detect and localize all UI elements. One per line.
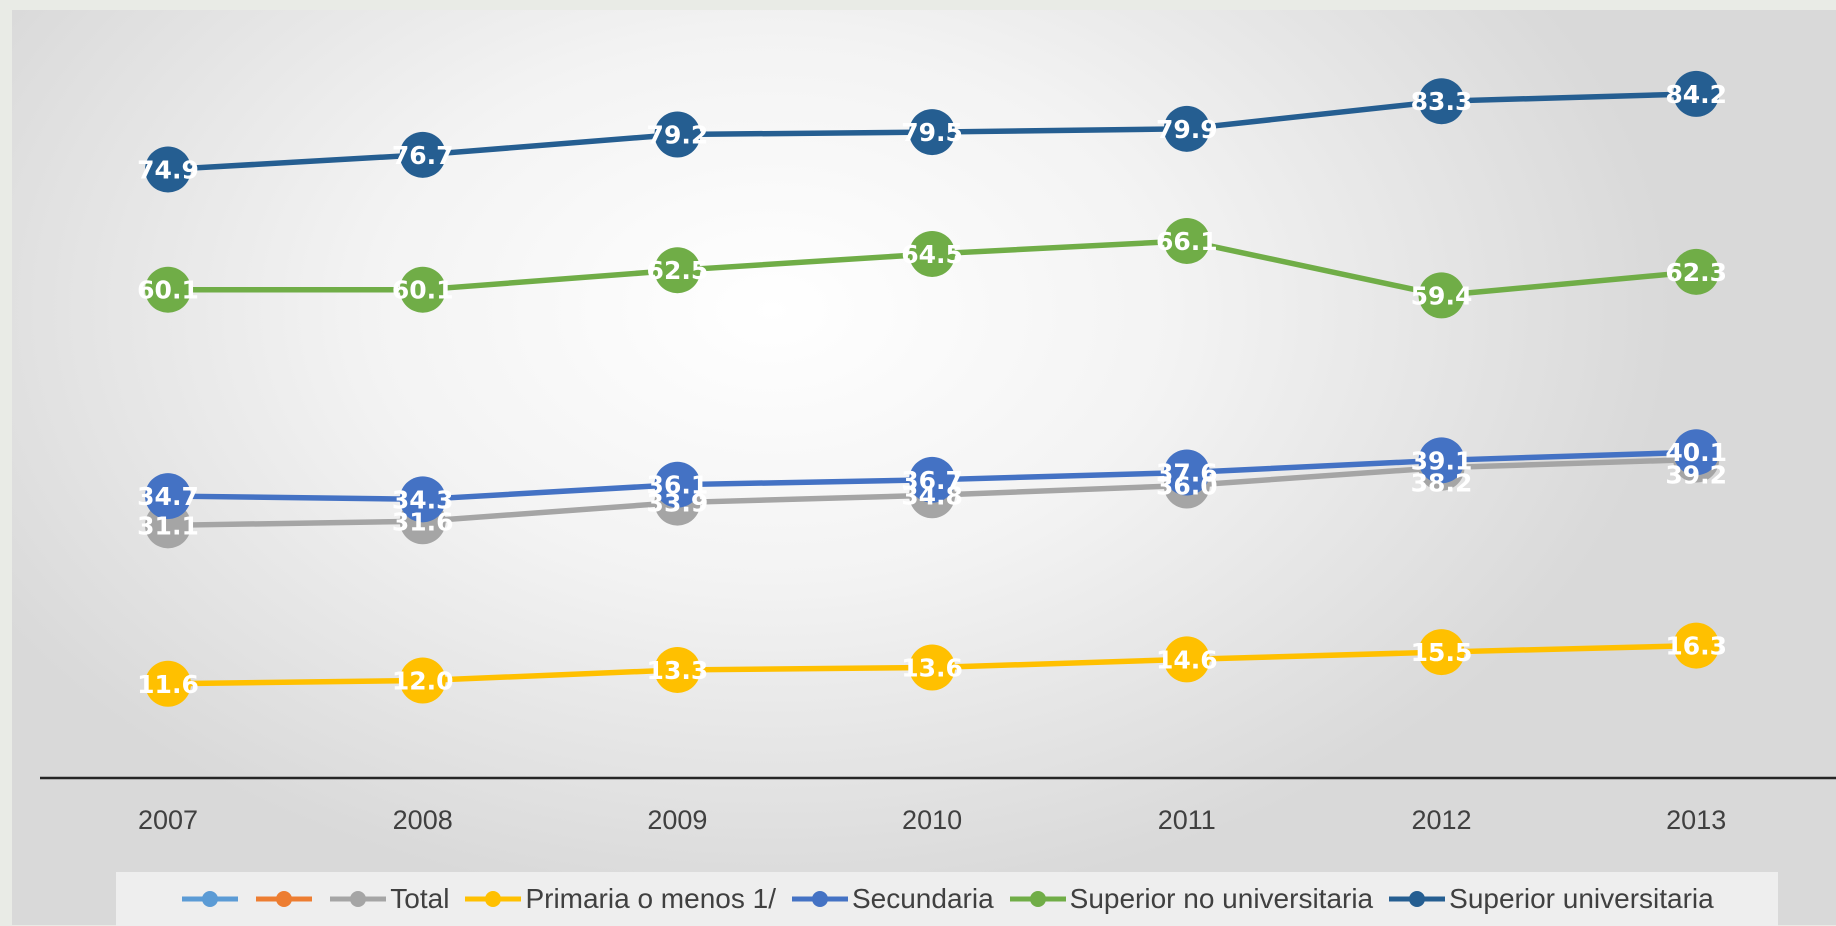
legend-entry: Secundaria: [790, 883, 994, 915]
data-label: 31.6: [392, 507, 454, 536]
legend-label: Secundaria: [851, 883, 994, 914]
data-label: 79.5: [901, 118, 963, 147]
data-label: 60.1: [392, 276, 454, 305]
data-label: 34.8: [901, 481, 963, 510]
data-label: 60.1: [137, 276, 199, 305]
legend-label: Superior universitaria: [1449, 883, 1714, 914]
data-label: 13.6: [901, 654, 963, 683]
chart-area: 2007 2008 2009 2010 2011 2012 2013 31.1 31.6 33.9…: [12, 10, 1836, 926]
data-label: 15.5: [1411, 638, 1473, 667]
data-label: 31.1: [137, 511, 199, 540]
data-label: 16.3: [1665, 632, 1727, 661]
data-label: 74.9: [137, 155, 199, 184]
legend-marker: [465, 891, 522, 907]
data-label: 62.3: [1665, 258, 1727, 287]
data-label: 40.1: [1665, 438, 1727, 467]
legend-label: Total: [390, 883, 450, 914]
data-point: [399, 131, 446, 178]
data-label: 39.2: [1665, 461, 1727, 490]
data-label: 34.7: [137, 482, 199, 511]
data-label: 34.3: [392, 485, 454, 514]
data-point: [1418, 437, 1465, 484]
legend-dot: [811, 891, 828, 907]
data-label: 14.6: [1156, 645, 1218, 674]
data-point: [1163, 636, 1210, 683]
legend-dot: [1029, 891, 1046, 907]
legend-entry: [180, 888, 240, 910]
data-point: [909, 230, 956, 277]
data-point: [145, 473, 191, 520]
data-point: [399, 476, 446, 523]
data-label: 38.2: [1411, 469, 1473, 498]
data-point: [399, 266, 446, 313]
data-point: [1418, 78, 1465, 125]
data-point: [1673, 70, 1720, 117]
data-label: 76.7: [392, 141, 454, 170]
data-label: 84.2: [1665, 80, 1727, 109]
legend-marker: [256, 891, 313, 907]
data-label: 12.0: [392, 667, 454, 696]
x-tick-label: 2009: [647, 805, 707, 835]
legend-marker: [791, 891, 848, 907]
legend-marker: [182, 891, 239, 907]
legend-entry: Superior no universitaria: [1008, 883, 1374, 915]
data-point: [654, 461, 701, 508]
data-label: 11.6: [137, 670, 199, 699]
data-label: 36.1: [647, 471, 709, 500]
x-tick-label: 2013: [1666, 805, 1726, 835]
legend-dot: [1409, 891, 1426, 907]
legend-dot: [485, 891, 502, 907]
chart-legend: Total Primaria o menos 1/Secundaria Superi…: [116, 872, 1778, 926]
data-label: 79.2: [647, 121, 709, 150]
data-point: [399, 657, 446, 704]
legend-dot: [202, 891, 219, 907]
x-tick-label: 2008: [393, 805, 453, 835]
data-label: 36.0: [1156, 472, 1218, 501]
data-point: [1673, 248, 1720, 295]
data-point: [909, 456, 956, 503]
legend-dot: [276, 891, 293, 907]
data-point: [1418, 629, 1465, 676]
data-point: [145, 660, 191, 707]
legend-dot: [350, 891, 367, 907]
data-point: [1673, 622, 1720, 669]
legend-entry: Primaria o menos 1/: [463, 883, 776, 915]
data-label: 39.1: [1411, 446, 1473, 475]
legend-marker: [1389, 891, 1446, 907]
data-point: [1163, 449, 1210, 496]
data-point: [654, 247, 701, 294]
x-tick-label: 2012: [1411, 805, 1471, 835]
data-point: [909, 644, 956, 691]
data-label: 79.9: [1156, 115, 1218, 144]
legend-marker: [330, 891, 387, 907]
data-point: [1163, 217, 1210, 264]
data-label: 13.3: [647, 656, 709, 685]
data-label: 66.1: [1156, 227, 1218, 256]
data-point: [1163, 105, 1210, 152]
data-point: [1418, 272, 1465, 319]
x-tick-label: 2011: [1158, 805, 1216, 835]
x-tick-label: 2010: [902, 805, 962, 835]
data-label: 33.9: [647, 489, 709, 518]
legend-entry: [254, 888, 314, 910]
line-chart: 2007 2008 2009 2010 2011 2012 2013 31.1 31.6 33.9…: [40, 70, 1836, 835]
legend-marker: [1009, 891, 1066, 907]
data-label: 64.5: [901, 240, 963, 269]
data-point: [909, 109, 956, 156]
legend-label: Superior no universitaria: [1069, 883, 1374, 914]
legend-label: Primaria o menos 1/: [525, 883, 776, 914]
data-label: 62.5: [647, 256, 709, 285]
data-point: [145, 146, 191, 193]
data-point: [145, 266, 191, 313]
data-label: 37.6: [1156, 459, 1218, 488]
data-label: 83.3: [1411, 87, 1473, 116]
legend-entry: Superior universitaria: [1387, 883, 1714, 915]
x-tick-label: 2007: [138, 805, 198, 835]
data-point: [1673, 429, 1720, 476]
legend-entry: Total: [328, 883, 449, 915]
data-label: 59.4: [1411, 281, 1473, 310]
data-point: [654, 111, 701, 158]
data-label: 36.7: [901, 466, 963, 495]
data-point: [654, 646, 701, 693]
